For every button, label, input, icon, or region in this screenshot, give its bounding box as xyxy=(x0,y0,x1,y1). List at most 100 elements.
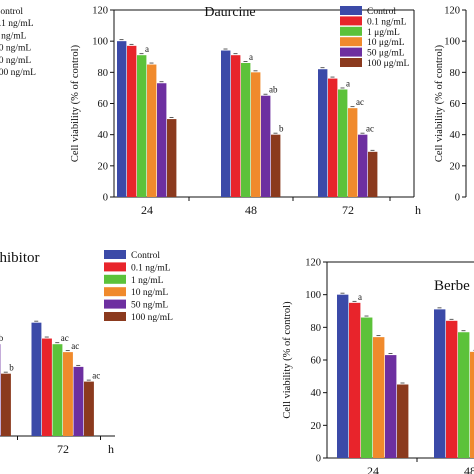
chart-title: Daurcine xyxy=(204,5,255,20)
bar xyxy=(271,134,281,197)
x-tick-label: 48 xyxy=(464,464,474,474)
legend-label: 100 ng/mL xyxy=(0,68,36,78)
bar xyxy=(397,384,409,458)
bar xyxy=(137,55,147,197)
legend-swatch xyxy=(340,47,362,57)
bar xyxy=(31,322,42,436)
legend-label: Control xyxy=(367,7,396,17)
legend-swatch xyxy=(104,262,126,272)
legend-swatch xyxy=(340,58,362,67)
panel-berbe: 0 20 40 60 80 100 120 Cell viability (% of cont… xyxy=(282,258,474,474)
significance-label: b xyxy=(0,333,4,343)
bar xyxy=(338,89,348,197)
x-tick-label: 48 xyxy=(245,203,257,217)
left-cropped-legend: Control 0.1 ng/mL 1 ng/mL 10 ng/mL 50 ng/mL 1… xyxy=(0,7,36,78)
legend-label: 1 ng/mL xyxy=(131,276,164,286)
y-tick-label: 100 xyxy=(444,37,460,48)
bar xyxy=(434,309,446,458)
legend-label: Control xyxy=(0,7,23,17)
y-tick-label: 120 xyxy=(444,6,460,17)
y-tick-label: 40 xyxy=(98,130,109,141)
y-tick-label: 60 xyxy=(450,99,461,110)
bar xyxy=(147,64,157,198)
legend-label: 0.1 ng/mL xyxy=(367,17,407,27)
y-tick-label: 0 xyxy=(455,193,460,204)
legend-swatch xyxy=(104,287,126,297)
bar xyxy=(42,338,52,436)
significance-label: a xyxy=(358,292,362,302)
legend-label: 0.1 ng/mL xyxy=(0,19,34,29)
legend-label: 10 ng/mL xyxy=(0,44,31,54)
x-tick-label: 24 xyxy=(367,464,379,474)
legend-swatch xyxy=(340,6,362,15)
x-unit-label: h xyxy=(415,203,421,217)
legend-label: 50 μg/mL xyxy=(367,49,405,59)
y-tick-label: 40 xyxy=(311,388,322,399)
bar xyxy=(221,50,231,198)
significance-label: ac xyxy=(366,124,374,134)
bar xyxy=(1,373,11,436)
y-tick-label: 20 xyxy=(311,421,322,432)
y-tick-label: 20 xyxy=(98,161,109,172)
bar xyxy=(318,69,328,197)
y-tick-label: 120 xyxy=(92,6,108,17)
legend-swatch xyxy=(104,274,126,284)
significance-label: ab xyxy=(269,85,278,95)
y-tick-label: 60 xyxy=(98,99,109,110)
y-tick-label: 60 xyxy=(311,356,322,367)
significance-label: ac xyxy=(356,97,364,107)
significance-label: a xyxy=(145,44,149,54)
bar xyxy=(373,337,385,458)
significance-label: a xyxy=(249,52,253,62)
y-tick-label: 40 xyxy=(450,130,461,141)
bar xyxy=(127,45,137,197)
bar xyxy=(328,78,338,197)
bar xyxy=(458,332,470,458)
significance-label: b xyxy=(9,363,14,373)
y-axis-title: Cell viability (% of control) xyxy=(70,44,81,162)
bar xyxy=(446,320,458,458)
bar xyxy=(261,95,271,197)
legend-label: 100 ng/mL xyxy=(131,313,173,323)
legend-swatch xyxy=(340,16,362,26)
legend-swatch xyxy=(104,250,126,259)
legend-swatch xyxy=(104,312,126,321)
x-tick-label: 72 xyxy=(342,203,354,217)
bar xyxy=(84,381,94,436)
legend-label: 50 ng/mL xyxy=(0,56,31,66)
bar xyxy=(73,366,84,436)
bar xyxy=(117,41,127,197)
x-tick-label: 24 xyxy=(141,203,153,217)
significance-label: b xyxy=(279,124,284,134)
y-tick-label: 100 xyxy=(92,37,108,48)
y-tick-label: 100 xyxy=(305,290,321,301)
legend-label: 10 ng/mL xyxy=(131,288,168,298)
panel-inhibitor: Inhibitor2472hbbacacacControl0.1 ng/mL1 … xyxy=(0,250,173,456)
bar xyxy=(251,72,261,197)
y-axis-title: Cell viability (% of control) xyxy=(434,44,445,162)
bar xyxy=(349,302,361,458)
bar xyxy=(337,294,349,458)
y-tick-label: 80 xyxy=(450,68,461,79)
y-tick-label: 120 xyxy=(305,258,321,269)
x-tick-label: 72 xyxy=(57,442,69,456)
bar xyxy=(470,351,474,458)
bar xyxy=(385,355,397,458)
legend-label: 100 μg/mL xyxy=(367,59,409,69)
legend-label: 10 μg/mL xyxy=(367,38,405,48)
y-tick-label: 0 xyxy=(316,454,321,465)
significance-label: ac xyxy=(92,371,100,381)
bar xyxy=(348,108,358,197)
legend-label: 50 ng/mL xyxy=(131,301,168,311)
legend-swatch xyxy=(340,37,362,47)
bar xyxy=(157,83,167,197)
chart-title: Inhibitor xyxy=(0,250,40,266)
y-tick-label: 80 xyxy=(98,68,109,79)
bar xyxy=(361,317,373,458)
panel-daurcine: 0 20 40 60 80 100 120 Cell viability (% of cont… xyxy=(70,5,421,217)
bar xyxy=(368,151,378,197)
y-tick-label: 0 xyxy=(103,193,108,204)
y-axis-title: Cell viability (% of control) xyxy=(282,301,293,419)
legend-label: 0.1 ng/mL xyxy=(131,263,171,273)
